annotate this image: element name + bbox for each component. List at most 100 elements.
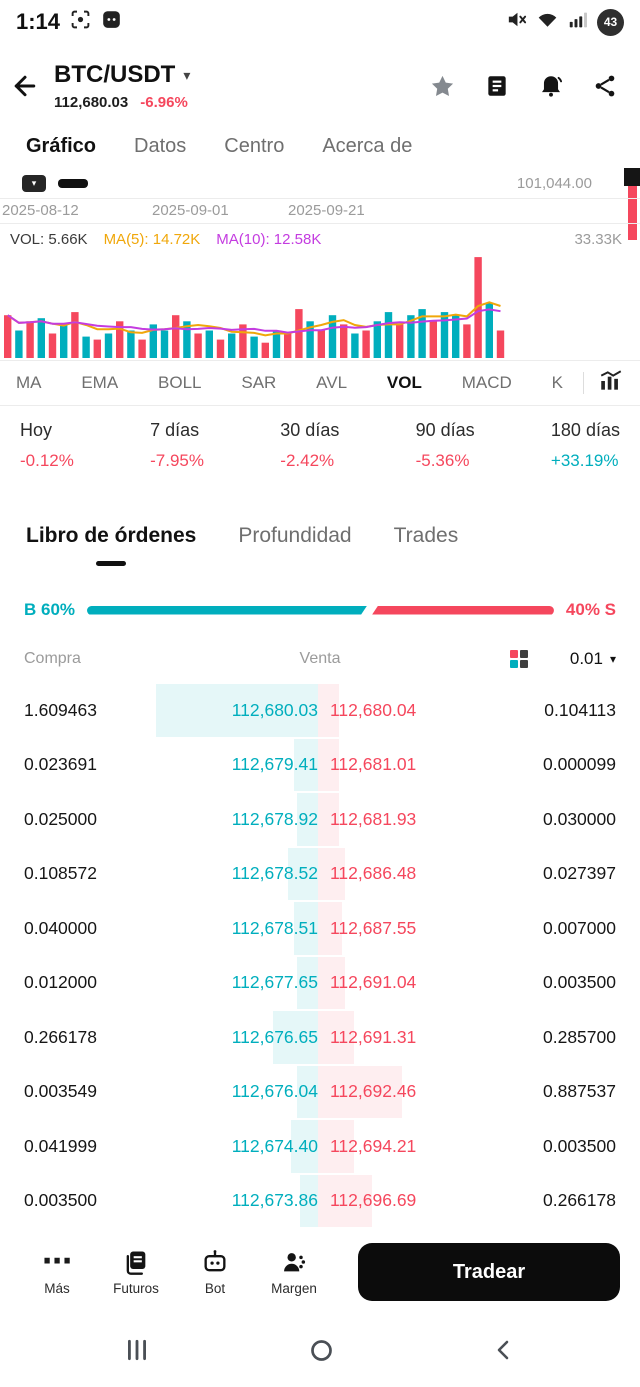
- tab-datos[interactable]: Datos: [134, 134, 187, 157]
- sell-depth-bar: [318, 684, 339, 737]
- sell-price[interactable]: 112,692.46: [330, 1081, 417, 1102]
- favorite-star-icon[interactable]: [429, 73, 456, 100]
- tab-grafico[interactable]: Gráfico: [26, 134, 97, 157]
- buy-depth-bar: [297, 956, 318, 1009]
- indicator-tab-avl[interactable]: AVL: [316, 373, 348, 392]
- tab-label: Libro de órdenes: [26, 524, 197, 547]
- orderbook-row[interactable]: 0.041999 112,674.40 112,694.21 0.003500: [0, 1119, 640, 1174]
- buy-price[interactable]: 112,678.51: [231, 917, 318, 938]
- indicator-tab-sar[interactable]: SAR: [241, 373, 277, 392]
- buy-quantity: 1.609463: [24, 699, 97, 720]
- buy-price[interactable]: 112,676.04: [231, 1081, 318, 1102]
- bot-button[interactable]: Bot: [184, 1248, 246, 1296]
- orderbook-row[interactable]: 0.003500 112,673.86 112,696.69 0.266178: [0, 1174, 640, 1229]
- margin-button[interactable]: Margen: [263, 1248, 325, 1296]
- orderbook-row[interactable]: 0.023691 112,679.41 112,681.01 0.000099: [0, 738, 640, 793]
- volume-chart-section[interactable]: ▾ 101,044.00 2025-08-12 2025-09-01 2025-…: [0, 168, 640, 360]
- orderbook-row[interactable]: 0.040000 112,678.51 112,687.55 0.007000: [0, 901, 640, 956]
- tab-centro[interactable]: Centro: [224, 134, 285, 157]
- orderbook-header: Compra Venta 0.01 ▾: [0, 635, 640, 683]
- buy-ratio-bar: [87, 606, 367, 615]
- indicator-tab-ema[interactable]: EMA: [81, 373, 119, 392]
- sell-price[interactable]: 112,681.01: [330, 754, 417, 775]
- sell-quantity: 0.266178: [543, 1190, 616, 1211]
- bot-label: Bot: [204, 1281, 226, 1296]
- pair-selector[interactable]: BTC/USDT ▾: [54, 61, 190, 89]
- more-dots-icon: ⋯: [42, 1245, 72, 1278]
- buy-price[interactable]: 112,678.52: [231, 863, 318, 884]
- more-button[interactable]: ⋯ Más: [26, 1245, 88, 1297]
- date-tick: 2025-09-21: [288, 202, 365, 219]
- orderbook-row[interactable]: 1.609463 112,680.03 112,680.04 0.104113: [0, 683, 640, 738]
- page-tabs: Gráfico Datos Centro Acerca de: [0, 124, 640, 168]
- sell-price[interactable]: 112,696.69: [330, 1190, 417, 1211]
- sell-price[interactable]: 112,680.04: [330, 699, 417, 720]
- orderbook-row[interactable]: 0.025000 112,678.92 112,681.93 0.030000: [0, 792, 640, 847]
- status-bar-left: 1:14: [16, 9, 122, 35]
- sell-price[interactable]: 112,687.55: [330, 917, 417, 938]
- indicator-tab-k[interactable]: K: [551, 373, 563, 392]
- android-back-icon[interactable]: [492, 1338, 516, 1367]
- orderbook-row[interactable]: 0.266178 112,676.65 112,691.31 0.285700: [0, 1010, 640, 1065]
- futures-button[interactable]: Futuros: [105, 1248, 167, 1296]
- share-icon[interactable]: [592, 73, 618, 99]
- buy-depth-bar: [297, 793, 318, 846]
- header-actions: [429, 73, 618, 100]
- buy-price[interactable]: 112,679.41: [231, 754, 318, 775]
- performance-stat: 7 días -7.95%: [150, 420, 204, 490]
- tab-trades[interactable]: Trades: [394, 524, 459, 548]
- price-alert-icon[interactable]: [538, 73, 564, 99]
- trade-button[interactable]: Tradear: [358, 1243, 620, 1301]
- bot-icon: [201, 1248, 229, 1276]
- buy-price[interactable]: 112,673.86: [231, 1190, 318, 1211]
- price-row: 112,680.03 -6.96%: [54, 94, 190, 111]
- sell-price[interactable]: 112,691.04: [330, 972, 417, 993]
- buy-quantity: 0.108572: [24, 863, 97, 884]
- chart-style-icon[interactable]: [598, 368, 624, 399]
- orderbook-row[interactable]: 0.108572 112,678.52 112,686.48 0.027397: [0, 847, 640, 902]
- recents-icon[interactable]: [124, 1337, 150, 1368]
- tab-libro-de-ordenes[interactable]: Libro de órdenes: [26, 524, 196, 566]
- home-icon[interactable]: [308, 1337, 335, 1369]
- margin-icon: [280, 1248, 308, 1276]
- sell-price[interactable]: 112,694.21: [330, 1135, 417, 1156]
- stat-label: Hoy: [20, 420, 53, 440]
- tab-profundidad[interactable]: Profundidad: [238, 524, 351, 548]
- buy-price[interactable]: 112,674.40: [231, 1135, 318, 1156]
- buy-price[interactable]: 112,676.65: [231, 1026, 318, 1047]
- orderbook-row[interactable]: 0.012000 112,677.65 112,691.04 0.003500: [0, 956, 640, 1011]
- sell-price[interactable]: 112,691.31: [330, 1026, 417, 1047]
- sell-price[interactable]: 112,681.93: [330, 808, 417, 829]
- indicator-tab-macd[interactable]: MACD: [461, 373, 512, 392]
- sell-quantity: 0.030000: [543, 808, 616, 829]
- buy-quantity: 0.003549: [24, 1081, 97, 1102]
- ma10-value: MA(10): 12.58K: [216, 230, 322, 248]
- chart-dropdown-icon[interactable]: ▾: [22, 174, 46, 192]
- chart-date-axis: 2025-08-12 2025-09-01 2025-09-21: [0, 198, 640, 224]
- buy-sell-ratio: B 60% 40% S: [0, 585, 640, 635]
- indicator-tab-vol[interactable]: VOL: [386, 373, 422, 392]
- orderbook-layout-icon[interactable]: [509, 650, 528, 668]
- sell-quantity: 0.027397: [543, 863, 616, 884]
- tab-acerca-de[interactable]: Acerca de: [322, 134, 413, 157]
- buy-depth-bar: [156, 684, 318, 737]
- stat-value: -7.95%: [150, 451, 205, 470]
- indicator-tabs: MA EMA BOLL SAR AVL VOL MACD K: [16, 373, 583, 393]
- volume-bars-chart[interactable]: [0, 254, 640, 360]
- indicator-tab-boll[interactable]: BOLL: [158, 373, 202, 392]
- buy-price[interactable]: 112,677.65: [231, 972, 318, 993]
- orderbook-row[interactable]: 0.003549 112,676.04 112,692.46 0.887537: [0, 1065, 640, 1120]
- sell-depth-bar: [318, 847, 345, 900]
- indicator-tab-ma[interactable]: MA: [16, 373, 42, 392]
- performance-stat: Hoy -0.12%: [20, 420, 74, 490]
- stat-label: 90 días: [415, 420, 475, 440]
- sell-depth-bar: [318, 1120, 354, 1173]
- back-button[interactable]: [10, 71, 54, 101]
- precision-selector[interactable]: 0.01 ▾: [570, 649, 616, 669]
- stat-value: -2.42%: [280, 451, 335, 470]
- sell-price[interactable]: 112,686.48: [330, 863, 417, 884]
- orders-ledger-icon[interactable]: [484, 73, 510, 99]
- buy-price[interactable]: 112,680.03: [231, 699, 318, 720]
- buy-price[interactable]: 112,678.92: [231, 808, 318, 829]
- orderbook-tabs: Libro de órdenes Profundidad Trades: [0, 490, 640, 585]
